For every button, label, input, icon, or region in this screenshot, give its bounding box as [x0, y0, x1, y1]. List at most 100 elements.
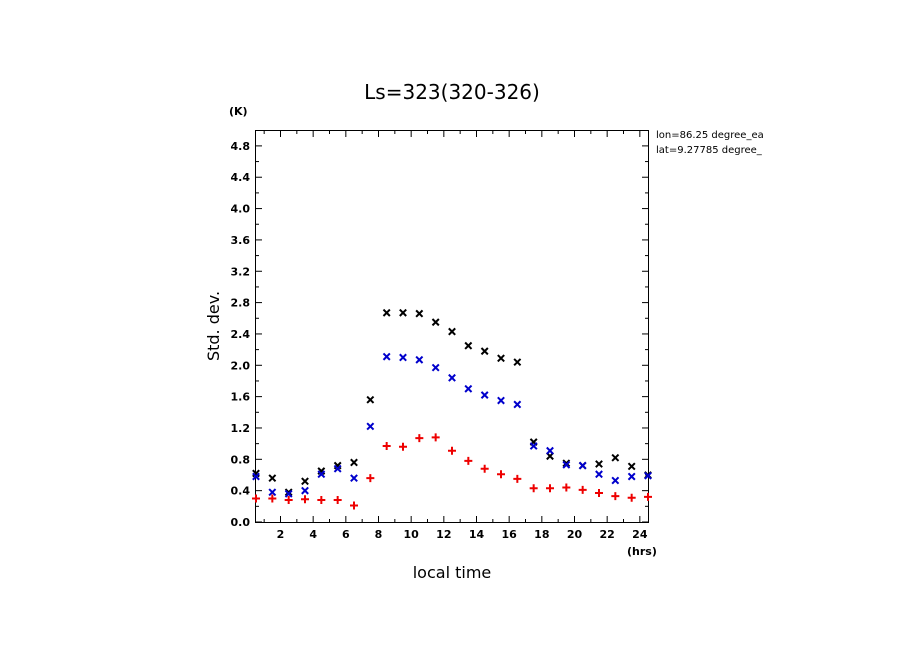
- series-2-point: [546, 484, 554, 493]
- series-2-point: [644, 492, 652, 501]
- y-tick-label: 2.0: [231, 359, 251, 372]
- series-0-point: [366, 395, 375, 404]
- series-0-point: [415, 309, 424, 318]
- series-1-point: [546, 446, 554, 455]
- series-0-point: [448, 327, 456, 336]
- series-1-point: [399, 353, 407, 362]
- series-2-point: [268, 494, 277, 503]
- series-1-point: [268, 488, 277, 497]
- series-2-point: [578, 485, 587, 494]
- series-0-point: [562, 459, 571, 468]
- series-0-point: [513, 358, 522, 367]
- series-2-point: [497, 470, 505, 479]
- lat-annotation: lat=9.27785 degree_: [656, 145, 763, 156]
- series-2-point: [529, 484, 538, 493]
- series-1-point: [366, 422, 375, 431]
- y-tick-label: 2.4: [231, 328, 251, 341]
- series-1-point: [431, 363, 440, 372]
- series-1-point: [448, 373, 456, 382]
- series-0-point: [627, 462, 636, 471]
- y-axis-title: Std. dev.: [204, 291, 223, 361]
- series-2-point: [480, 464, 489, 473]
- y-unit-label: (K): [229, 105, 248, 118]
- y-tick-label: 1.2: [231, 422, 251, 435]
- series-0-point: [284, 488, 293, 497]
- series-0-point: [464, 341, 473, 350]
- series-1-point: [480, 391, 489, 399]
- y-tick-label: 0.0: [231, 516, 251, 529]
- series-1-point: [333, 464, 342, 473]
- series-2-point: [252, 494, 260, 503]
- y-tick-label: 0.4: [231, 485, 251, 498]
- series-1-point: [611, 476, 620, 485]
- series-0-point: [431, 318, 440, 327]
- y-tick-label: 4.0: [231, 203, 251, 216]
- series-1-point: [644, 471, 652, 480]
- x-tick-label: 22: [600, 528, 615, 541]
- plot-frame: [255, 130, 649, 523]
- series-0-point: [268, 474, 277, 483]
- series-1-point: [284, 489, 293, 498]
- series-1-point: [578, 461, 587, 470]
- series-0-point: [497, 354, 505, 363]
- series-2-point: [382, 441, 391, 450]
- series-2-point: [562, 483, 571, 492]
- x-tick-label: 12: [436, 528, 451, 541]
- series-1-point: [415, 355, 424, 364]
- series-2-point: [333, 496, 342, 505]
- series-2-point: [431, 433, 440, 442]
- series-1-point: [513, 400, 522, 409]
- x-tick-label: 20: [567, 528, 583, 541]
- series-1-point: [497, 396, 505, 405]
- y-tick-label: 3.2: [231, 265, 251, 278]
- y-tick-label: 1.6: [231, 391, 251, 404]
- x-tick-label: 10: [404, 528, 420, 541]
- series-2-point: [464, 456, 473, 465]
- series-1-point: [382, 352, 391, 361]
- y-tick-label: 2.8: [231, 297, 251, 310]
- x-tick-label: 14: [469, 528, 485, 541]
- series-1-point: [562, 460, 571, 469]
- series-2-point: [415, 434, 424, 443]
- series-1-point: [529, 442, 538, 450]
- lon-annotation: lon=86.25 degree_ea: [656, 130, 764, 141]
- y-tick-label: 4.4: [231, 171, 251, 184]
- y-tick-label: 0.8: [231, 453, 251, 466]
- chart-title: Ls=323(320-326): [364, 80, 540, 104]
- series-2-point: [513, 474, 522, 483]
- x-axis-title: local time: [413, 563, 492, 582]
- series-0-point: [480, 347, 489, 356]
- x-tick-label: 8: [375, 528, 383, 541]
- series-1-point: [317, 470, 326, 479]
- series-0-point: [399, 308, 407, 317]
- x-tick-label: 18: [534, 528, 549, 541]
- series-2-point: [448, 446, 456, 455]
- series-2-point: [284, 496, 293, 505]
- series-0-point: [382, 308, 391, 317]
- x-tick-label: 24: [632, 528, 648, 541]
- series-0-point: [350, 458, 358, 467]
- series-1-point: [301, 486, 309, 495]
- series-0-point: [301, 477, 309, 486]
- y-tick-label: 3.6: [231, 234, 251, 247]
- y-tick-label: 4.8: [231, 140, 251, 153]
- series-1-point: [627, 472, 636, 481]
- series-2-point: [350, 501, 358, 510]
- x-unit-label: (hrs): [627, 545, 657, 558]
- series-1-point: [252, 472, 260, 481]
- series-2-point: [301, 495, 309, 504]
- series-2-point: [627, 493, 636, 502]
- series-2-point: [317, 496, 326, 505]
- series-2-point: [399, 442, 407, 451]
- series-1-point: [595, 470, 603, 479]
- series-2-point: [611, 492, 620, 501]
- series-1-point: [464, 384, 473, 393]
- x-tick-label: 6: [342, 528, 350, 541]
- series-0-point: [595, 460, 603, 468]
- x-tick-label: 16: [502, 528, 518, 541]
- x-tick-label: 4: [309, 528, 317, 541]
- series-2-point: [595, 489, 603, 498]
- series-0-point: [611, 453, 620, 462]
- x-tick-label: 2: [277, 528, 285, 541]
